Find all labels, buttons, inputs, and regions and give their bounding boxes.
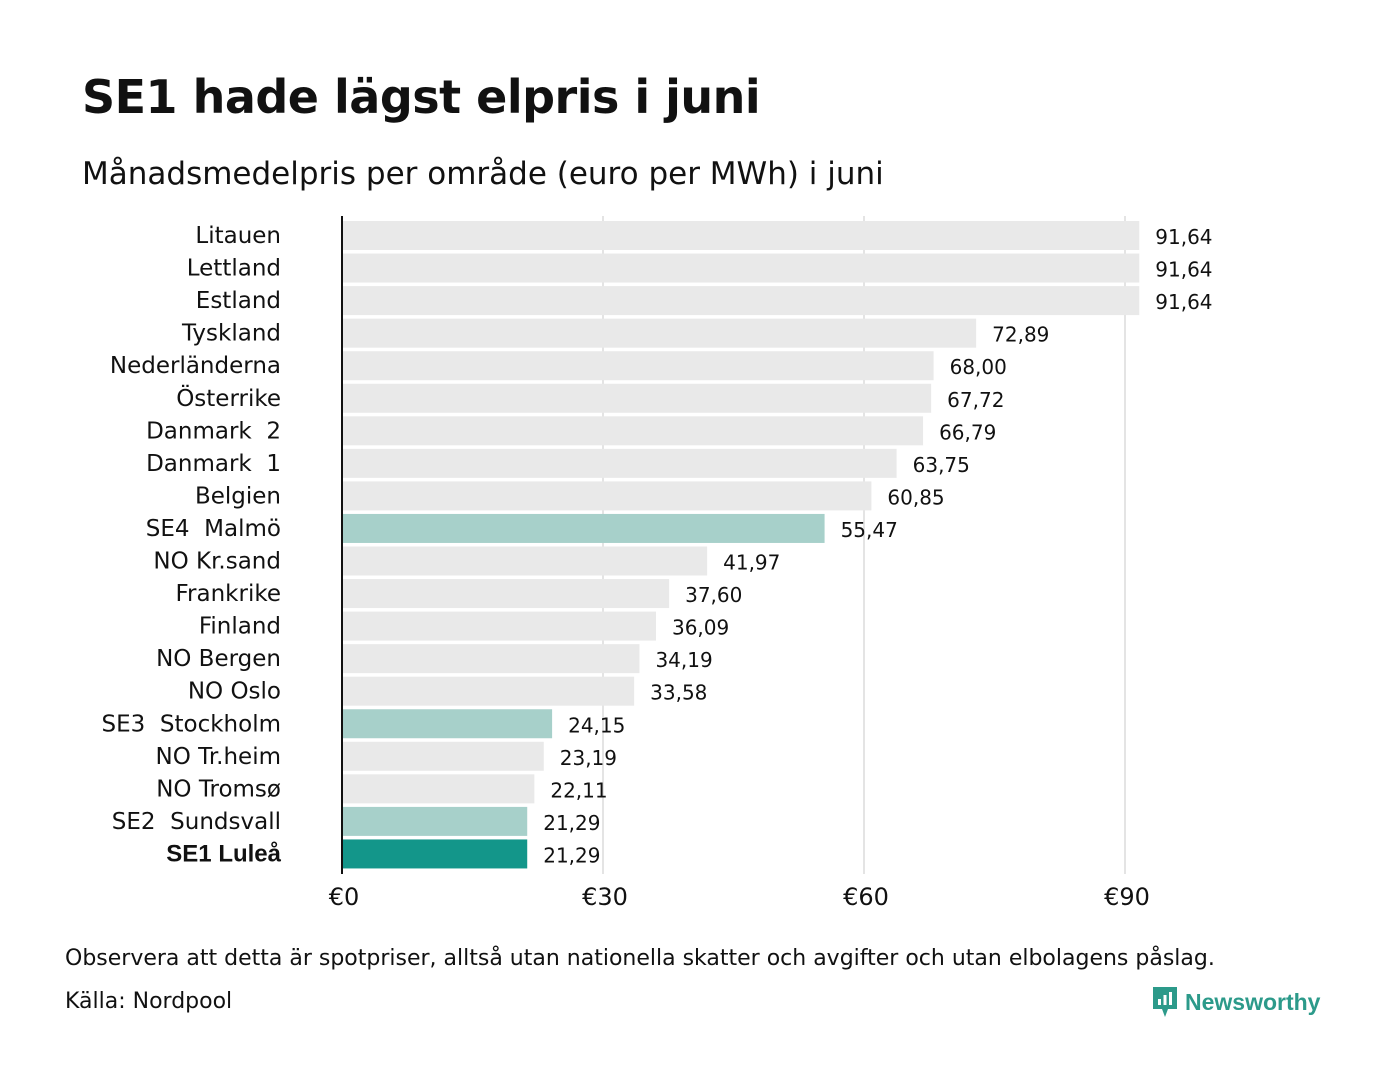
bars bbox=[342, 221, 1140, 869]
value-label-17: 22,11 bbox=[550, 778, 607, 802]
chart-subtitle: Månadsmedelpris per område (euro per MWh… bbox=[82, 156, 884, 192]
bar-11 bbox=[342, 579, 670, 609]
x-tick-label-60: €60 bbox=[843, 883, 889, 911]
category-label-12: Finland bbox=[199, 614, 281, 640]
value-label-3: 72,89 bbox=[992, 323, 1049, 347]
category-label-17: NO Tromsø bbox=[156, 776, 281, 802]
value-label-9: 55,47 bbox=[841, 518, 898, 542]
bar-chart: Litauen Lettland Estland Tyskland Nederlände… bbox=[102, 216, 1213, 911]
category-label-10: NO Kr.sand bbox=[153, 549, 281, 575]
category-label-16: NO Tr.heim bbox=[156, 744, 281, 770]
x-tick-label-0: €0 bbox=[329, 883, 360, 911]
category-label-11: Frankrike bbox=[176, 581, 282, 607]
bar-16 bbox=[342, 741, 544, 771]
value-label-10: 41,97 bbox=[723, 551, 780, 575]
source-note: Källa: Nordpool bbox=[65, 989, 233, 1014]
category-label-4: Nederländerna bbox=[110, 353, 281, 379]
x-axis-ticks: €0 €30 €60 €90 bbox=[329, 883, 1150, 911]
bar-7 bbox=[342, 448, 897, 478]
category-label-0: Litauen bbox=[195, 223, 281, 249]
category-label-1: Lettland bbox=[187, 256, 281, 282]
bar-0 bbox=[342, 221, 1140, 250]
value-label-6: 66,79 bbox=[939, 420, 996, 444]
category-label-19: SE1 Luleå bbox=[166, 840, 281, 867]
value-label-13: 34,19 bbox=[655, 648, 712, 672]
x-tick-label-90: €90 bbox=[1104, 883, 1150, 911]
category-label-18: SE2 Sundsvall bbox=[112, 809, 281, 835]
bar-5 bbox=[342, 383, 932, 413]
bar-12 bbox=[342, 611, 656, 641]
value-label-0: 91,64 bbox=[1155, 225, 1212, 249]
bar-18 bbox=[342, 806, 528, 836]
value-label-5: 67,72 bbox=[947, 388, 1004, 412]
bar-19 bbox=[342, 839, 528, 869]
value-label-2: 91,64 bbox=[1155, 290, 1212, 314]
value-label-4: 68,00 bbox=[950, 355, 1007, 379]
value-label-11: 37,60 bbox=[685, 583, 742, 607]
category-labels: Litauen Lettland Estland Tyskland Nederlände… bbox=[102, 223, 282, 867]
bar-1 bbox=[342, 253, 1140, 283]
value-label-19: 21,29 bbox=[543, 843, 600, 867]
bar-17 bbox=[342, 774, 535, 804]
bar-15 bbox=[342, 709, 553, 739]
bar-4 bbox=[342, 351, 934, 381]
value-labels: 91,64 91,64 91,64 72,89 68,00 67,72 66,79 63,75… bbox=[543, 225, 1212, 867]
category-label-6: Danmark 2 bbox=[146, 418, 281, 444]
bar-6 bbox=[342, 416, 924, 446]
value-label-15: 24,15 bbox=[568, 713, 625, 737]
value-label-16: 23,19 bbox=[560, 746, 617, 770]
category-label-8: Belgien bbox=[195, 483, 281, 509]
bar-2 bbox=[342, 286, 1140, 316]
bar-13 bbox=[342, 644, 640, 674]
category-label-14: NO Oslo bbox=[188, 679, 281, 705]
category-label-13: NO Bergen bbox=[156, 646, 281, 672]
bar-9 bbox=[342, 513, 825, 543]
category-label-2: Estland bbox=[196, 288, 281, 314]
category-label-3: Tyskland bbox=[181, 321, 281, 347]
value-label-12: 36,09 bbox=[672, 616, 729, 640]
brand-logo: Newsworthy bbox=[1151, 984, 1320, 1020]
value-label-14: 33,58 bbox=[650, 681, 707, 705]
value-label-7: 63,75 bbox=[913, 453, 970, 477]
category-label-15: SE3 Stockholm bbox=[102, 711, 282, 737]
value-label-18: 21,29 bbox=[543, 811, 600, 835]
category-label-9: SE4 Malmö bbox=[146, 516, 281, 542]
bar-3 bbox=[342, 318, 977, 348]
category-label-5: Österrike bbox=[176, 384, 281, 412]
category-label-7: Danmark 1 bbox=[146, 451, 281, 477]
brand-name: Newsworthy bbox=[1185, 988, 1321, 1015]
value-label-8: 60,85 bbox=[887, 485, 944, 509]
footnote: Observera att detta är spotpriser, allts… bbox=[65, 946, 1215, 971]
bar-14 bbox=[342, 676, 635, 706]
chart-title: SE1 hade lägst elpris i juni bbox=[82, 70, 761, 124]
newsworthy-logo-icon bbox=[1153, 987, 1177, 1017]
bar-8 bbox=[342, 481, 872, 511]
x-tick-label-30: €30 bbox=[582, 883, 628, 911]
value-label-1: 91,64 bbox=[1155, 258, 1212, 282]
bar-10 bbox=[342, 546, 708, 576]
